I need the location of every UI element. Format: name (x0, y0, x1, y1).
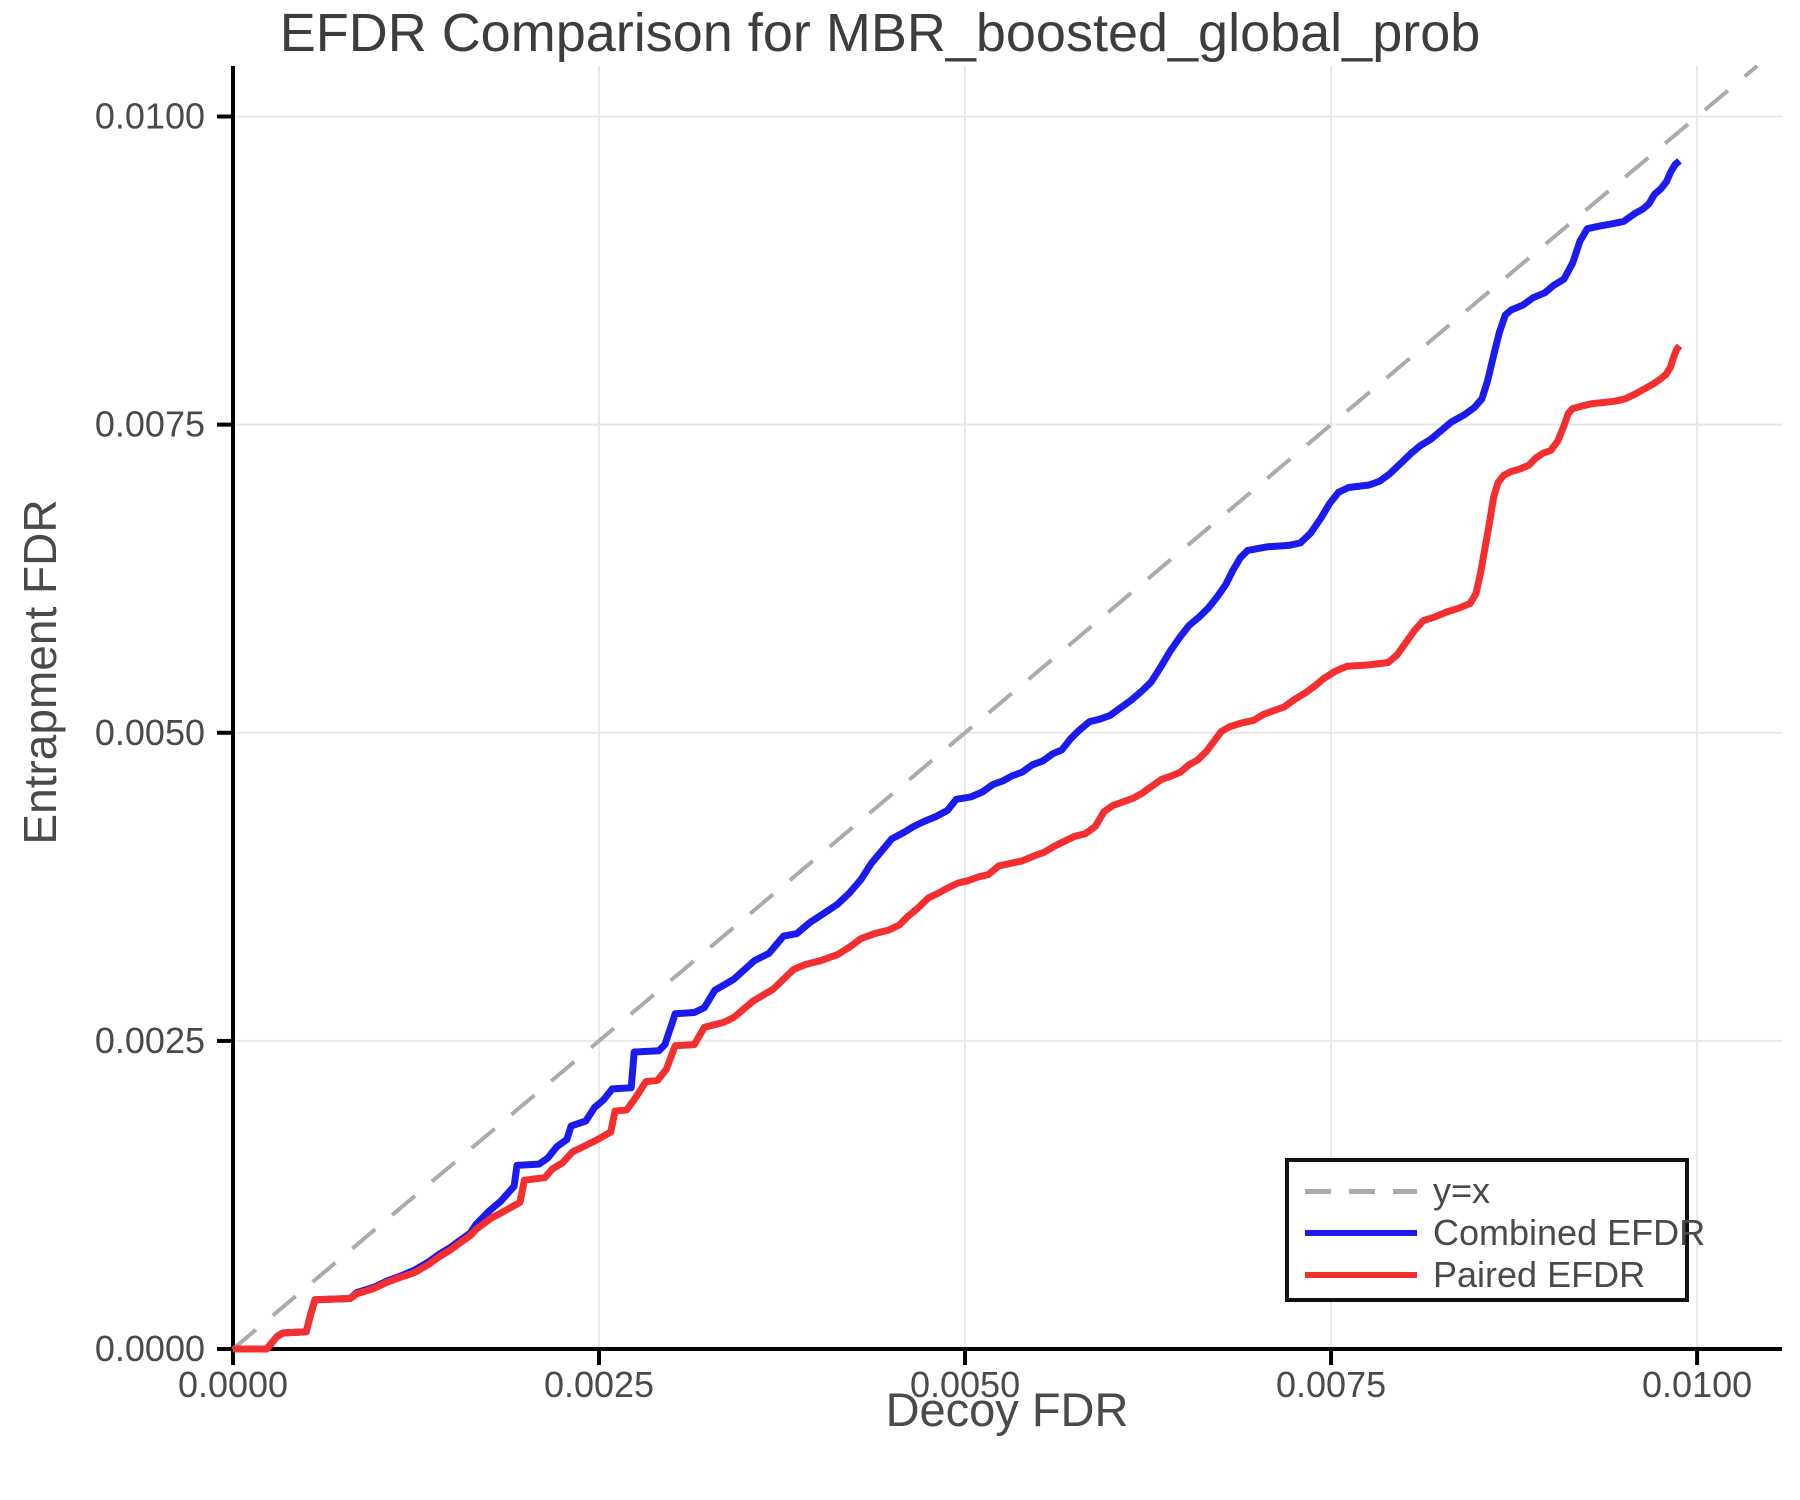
y-tick-label: 0.0050 (95, 712, 205, 753)
y-tick-label: 0.0075 (95, 404, 205, 445)
paired-efdr-line-sample (1305, 1272, 1417, 1278)
legend-label-paired: Paired EFDR (1433, 1254, 1646, 1295)
tick-labels: 0.0000 0.0025 0.0050 0.0075 0.0100 0.0000 0.00… (95, 96, 1752, 1405)
y-axis-title: Entrapment FDR (14, 499, 66, 845)
legend-row-paired: Paired EFDR (1305, 1254, 1685, 1296)
x-tick-label: 0.0000 (178, 1364, 288, 1405)
gridlines (232, 66, 1782, 1350)
chart-title: EFDR Comparison for MBR_boosted_global_p… (279, 3, 1481, 63)
legend-box: y=x Combined EFDR Paired EFDR (1285, 1158, 1705, 1302)
legend-label-identity: y=x (1433, 1170, 1491, 1211)
y-tick-label: 0.0025 (95, 1020, 205, 1061)
combined-efdr-line-sample (1305, 1230, 1417, 1236)
x-tick-label: 0.0100 (1642, 1364, 1752, 1405)
legend-row-combined: Combined EFDR (1305, 1212, 1705, 1254)
y-tick-label: 0.0100 (95, 96, 205, 137)
combined-efdr-line (233, 158, 1682, 1353)
axes-spines-and-ticks (217, 66, 1782, 1365)
x-tick-label: 0.0050 (910, 1364, 1020, 1405)
x-tick-label: 0.0075 (1276, 1364, 1386, 1405)
x-tick-label: 0.0025 (544, 1364, 654, 1405)
x-axis-title: Decoy FDR (885, 1383, 1129, 1436)
legend-label-combined: Combined EFDR (1433, 1212, 1706, 1253)
identity-line (231, 64, 1759, 1351)
legend-row-identity: y=x (1305, 1170, 1685, 1212)
y-tick-label: 0.0000 (95, 1328, 205, 1369)
paired-efdr-line (233, 343, 1683, 1353)
data-series (231, 64, 1759, 1353)
identity-line-sample (1305, 1188, 1417, 1194)
